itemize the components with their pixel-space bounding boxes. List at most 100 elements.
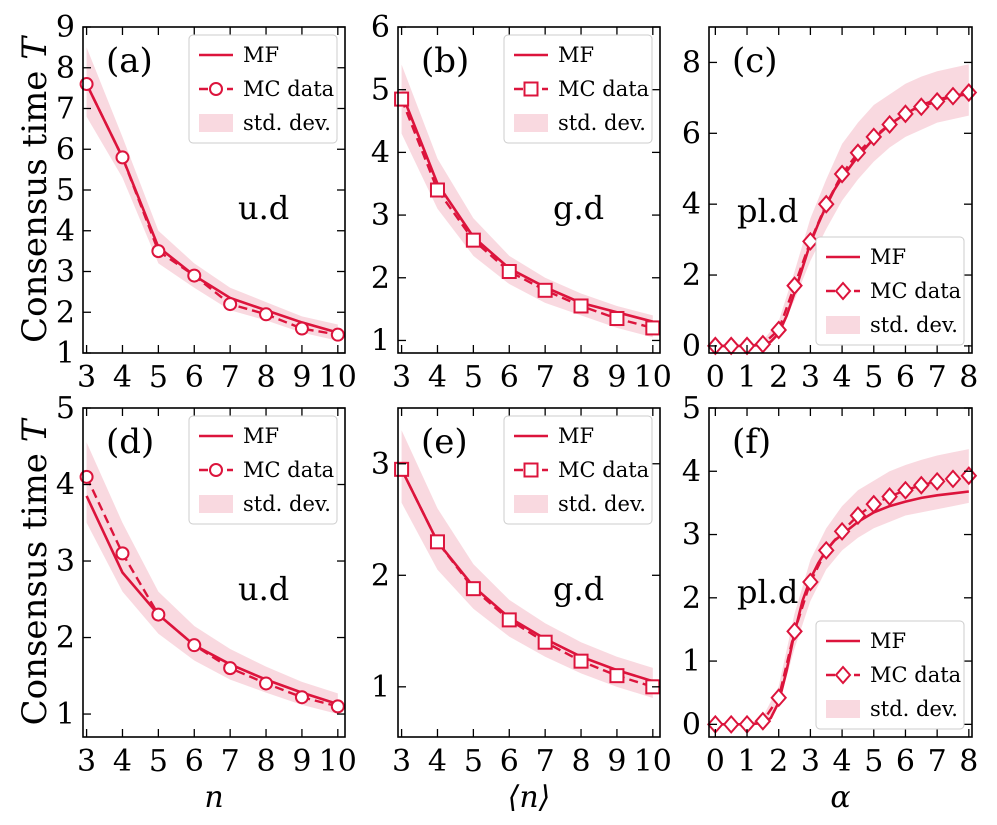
legend: MF MC data std. dev. <box>503 34 653 144</box>
mc-point <box>881 487 898 507</box>
legend: MF MC data std. dev. <box>188 34 338 144</box>
y-tick-label: 1 <box>371 670 390 705</box>
std-dev-band <box>715 449 969 725</box>
legend-mc-label: MC data <box>870 279 961 303</box>
mc-point <box>802 231 819 251</box>
x-tick-label: 4 <box>113 744 132 779</box>
mc-point <box>609 668 625 684</box>
y-axis-label: Consensus time T <box>15 417 55 725</box>
legend-mc-marker <box>209 463 223 477</box>
x-tick-label: 8 <box>959 744 978 779</box>
y-tick-label: 3 <box>56 255 75 290</box>
panel-label: (d) <box>106 422 154 462</box>
legend: MF MC data std. dev. <box>188 415 338 525</box>
x-tick-label: 6 <box>896 744 915 779</box>
y-tick-label: 3 <box>371 447 390 482</box>
mc-point <box>944 86 962 106</box>
legend-mc-label: MC data <box>243 77 334 101</box>
y-tick-label: 2 <box>682 258 701 293</box>
legend-mc-label: MC data <box>243 458 334 482</box>
x-tick-label: 0 <box>706 360 725 395</box>
mf-line <box>85 83 339 334</box>
mc-point <box>187 638 202 653</box>
x-tick-label: 5 <box>464 744 483 779</box>
legend-std-swatch <box>826 700 860 718</box>
legend-mc-marker <box>834 281 852 301</box>
legend-std-label: std. dev. <box>870 697 958 721</box>
mc-point <box>865 127 883 147</box>
mc-point <box>537 634 553 650</box>
mc-point <box>817 194 835 214</box>
mf-line <box>85 495 339 706</box>
mc-point <box>833 521 851 541</box>
y-tick-label: 8 <box>682 45 701 80</box>
y-tick-label: 4 <box>371 135 390 170</box>
legend-std-label: std. dev. <box>243 111 331 135</box>
mc-point <box>429 534 445 550</box>
y-tick-label: 2 <box>56 295 75 330</box>
axis-frame <box>708 407 973 738</box>
mc-point <box>928 471 946 491</box>
legend-mc-marker <box>209 82 223 96</box>
mc-point <box>928 91 946 111</box>
distribution-label: u.d <box>238 189 289 227</box>
legend-std-swatch <box>199 114 233 132</box>
x-axis-label: ⟨n⟩ <box>508 780 551 815</box>
y-tick-label: 1 <box>56 336 75 371</box>
legend-mc-marker <box>834 665 852 685</box>
mc-point <box>865 494 883 514</box>
x-tick-label: 6 <box>500 744 519 779</box>
legend-std-swatch <box>514 114 548 132</box>
mc-point <box>754 711 772 731</box>
y-tick-label: 4 <box>682 187 701 222</box>
x-tick-label: 10 <box>319 360 357 395</box>
x-tick-label: 9 <box>607 744 626 779</box>
x-tick-label: 0 <box>706 744 725 779</box>
mc-point <box>573 298 589 314</box>
axis-frame <box>708 26 973 354</box>
y-tick-label: 2 <box>371 261 390 296</box>
x-tick-label: 10 <box>634 744 672 779</box>
legend: MF MC data std. dev. <box>503 415 653 525</box>
mc-point <box>817 540 835 560</box>
mc-point <box>770 688 788 708</box>
x-tick-label: 7 <box>928 360 947 395</box>
mc-point <box>833 164 851 184</box>
mc-point <box>115 150 130 165</box>
legend-mf-label: MF <box>870 245 906 269</box>
panel-label: (f) <box>732 422 771 462</box>
distribution-label: g.d <box>553 189 604 227</box>
distribution-label: pl.d <box>737 573 798 611</box>
mc-point <box>223 661 238 676</box>
x-tick-label: 2 <box>769 360 788 395</box>
legend-mc-marker <box>523 462 539 478</box>
mc-point <box>151 607 166 622</box>
mc-point <box>897 104 914 124</box>
x-tick-label: 8 <box>571 744 590 779</box>
legend-std-swatch <box>514 495 548 513</box>
x-tick-label: 5 <box>864 744 883 779</box>
legend-mf-label: MF <box>870 629 906 653</box>
x-axis-label: α <box>830 780 850 815</box>
x-tick-label: 4 <box>833 360 852 395</box>
panel-label: (a) <box>106 41 153 81</box>
x-tick-label: 10 <box>319 744 357 779</box>
x-tick-label: 3 <box>801 360 820 395</box>
mc-point <box>294 321 309 336</box>
legend-mf-label: MF <box>243 43 279 67</box>
mc-point <box>429 182 445 198</box>
mc-point <box>465 581 481 597</box>
y-tick-label: 4 <box>56 468 75 503</box>
x-tick-label: 3 <box>77 360 96 395</box>
mc-point <box>944 469 962 489</box>
axis-frame <box>397 26 661 354</box>
x-tick-label: 4 <box>113 360 132 395</box>
legend-std-swatch <box>826 316 860 334</box>
mc-point <box>259 676 274 691</box>
mc-point <box>465 232 481 248</box>
y-tick-label: 5 <box>56 391 75 426</box>
panel-label: (e) <box>421 422 468 462</box>
